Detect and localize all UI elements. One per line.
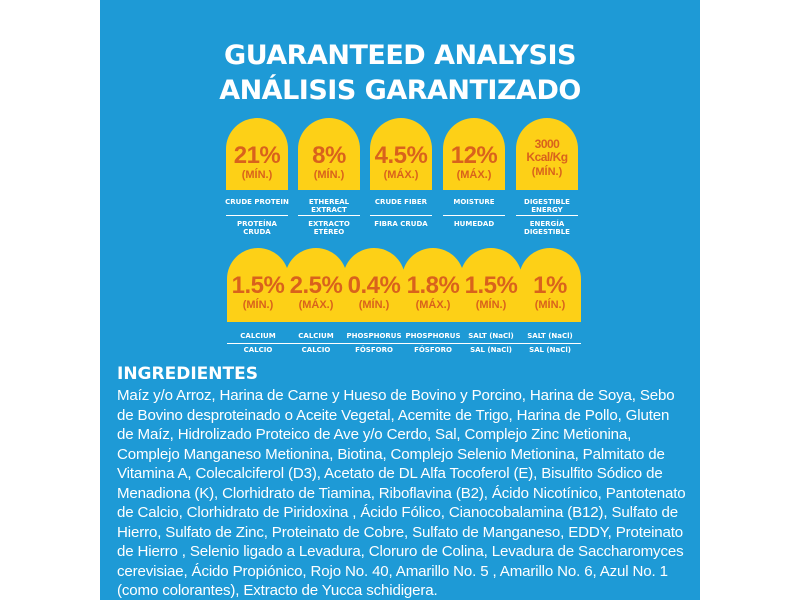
- nutrient-label-en: DIGESTIBLE ENERGY: [524, 198, 570, 214]
- label-divider: [226, 215, 288, 216]
- nutrient-qualifier: (MÍN.): [241, 169, 273, 181]
- nutrient-label-en: CRUDE PROTEIN: [225, 198, 289, 206]
- label-divider: [460, 343, 522, 344]
- nutrient-label-es: FÓSFORO: [355, 346, 393, 354]
- nutrient-value: 0.4%: [347, 272, 401, 299]
- label-divider: [298, 215, 360, 216]
- value-badge: 1.5% (MÍN.): [227, 248, 289, 322]
- nutrient-value: 1.5%: [231, 272, 285, 299]
- nutrient-label-en: SALT (NaCl): [527, 332, 573, 340]
- label-divider: [402, 343, 464, 344]
- nutrient-label-es: FÓSFORO: [414, 346, 452, 354]
- value-badge: 8% (MÍN.): [298, 118, 360, 190]
- nutrient-label-en: SALT (NaCl): [468, 332, 514, 340]
- label-divider: [519, 343, 581, 344]
- nutrient-label-es: SAL (NaCl): [529, 346, 571, 354]
- nutrient-label-es: SAL (NaCl): [470, 346, 512, 354]
- nutrient-qualifier: (MÁX.): [415, 299, 451, 311]
- title-spanish: ANÁLISIS GARANTIZADO: [219, 75, 581, 106]
- nutrient-label-es: EXTRACTO ETÉREO: [308, 220, 350, 236]
- value-badge: 12% (MÁX.): [443, 118, 505, 190]
- nutrient-value: 1%: [533, 272, 567, 299]
- nutrient-qualifier: (MÍN.): [475, 299, 507, 311]
- nutrient-qualifier: (MÍN.): [242, 299, 274, 311]
- nutrient-label-es: HUMEDAD: [453, 220, 495, 228]
- nutrient-label-es: ENERGÍA DIGESTIBLE: [524, 220, 570, 236]
- value-badge: 4.5% (MÁX.): [370, 118, 432, 190]
- nutrient-label-es: FIBRA CRUDA: [374, 220, 428, 228]
- nutrient-qualifier: (MÍN.): [531, 166, 563, 178]
- nutrient-label-en: CALCIUM: [240, 332, 276, 340]
- ingredients-heading: INGREDIENTES: [117, 364, 258, 384]
- nutrient-label-es: PROTEÍNA CRUDA: [237, 220, 277, 236]
- nutrient-label-es: CALCIO: [243, 346, 273, 354]
- ingredients-text: Maíz y/o Arroz, Harina de Carne y Hueso …: [117, 387, 686, 599]
- label-divider: [227, 343, 289, 344]
- nutrient-value: 21%: [233, 142, 281, 169]
- value-badge: 21% (MÍN.): [226, 118, 288, 190]
- nutrient-value: 1.8%: [406, 272, 460, 299]
- product-label-panel: GUARANTEED ANALYSIS ANÁLISIS GARANTIZADO…: [100, 0, 700, 600]
- nutrient-qualifier: (MÁX.): [456, 169, 492, 181]
- nutrient-value: 3000 Kcal/Kg: [526, 137, 568, 164]
- value-badge: 0.4% (MÍN.): [343, 248, 405, 322]
- nutrient-label-es: CALCIO: [301, 346, 331, 354]
- label-divider: [370, 215, 432, 216]
- label-divider: [343, 343, 405, 344]
- label-divider: [443, 215, 505, 216]
- nutrient-qualifier: (MÁX.): [298, 299, 334, 311]
- nutrient-label-en: CALCIUM: [298, 332, 334, 340]
- nutrient-qualifier: (MÍN.): [358, 299, 390, 311]
- value-badge: 1.5% (MÍN.): [460, 248, 522, 322]
- label-divider: [285, 343, 347, 344]
- nutrient-value: 8%: [312, 142, 346, 169]
- label-divider: [516, 215, 578, 216]
- nutrient-qualifier: (MÁX.): [383, 169, 419, 181]
- nutrient-qualifier: (MÍN.): [313, 169, 345, 181]
- value-badge: 1.8% (MÁX.): [402, 248, 464, 322]
- nutrient-value: 4.5%: [374, 142, 428, 169]
- nutrient-label-en: ETHEREAL EXTRACT: [308, 198, 350, 214]
- nutrient-value: 2.5%: [289, 272, 343, 299]
- value-badge: 3000 Kcal/Kg (MÍN.): [516, 118, 578, 190]
- nutrient-label-en: MOISTURE: [453, 198, 495, 206]
- nutrient-value: 1.5%: [464, 272, 518, 299]
- nutrient-value: 12%: [450, 142, 498, 169]
- value-badge: 2.5% (MÁX.): [285, 248, 347, 322]
- nutrient-label-en: CRUDE FIBER: [374, 198, 428, 206]
- nutrient-qualifier: (MÍN.): [534, 299, 566, 311]
- title-english: GUARANTEED ANALYSIS: [224, 40, 576, 71]
- value-badge: 1% (MÍN.): [519, 248, 581, 322]
- nutrient-label-en: PHOSPHORUS: [405, 332, 461, 340]
- nutrient-label-en: PHOSPHORUS: [346, 332, 402, 340]
